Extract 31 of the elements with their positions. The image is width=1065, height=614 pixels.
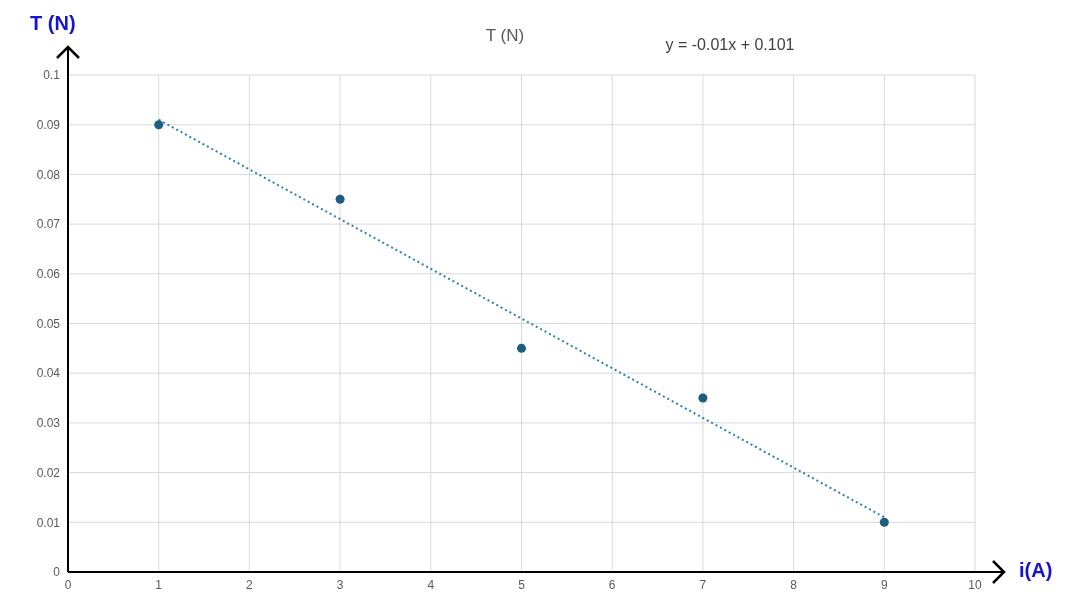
y-tick-label: 0.09	[36, 117, 61, 132]
chart-title: T (N)	[484, 26, 526, 46]
y-tick-label: 0.08	[36, 167, 61, 182]
x-tick-label: 0	[64, 577, 72, 592]
y-tick-label: 0.07	[36, 217, 61, 232]
x-tick-label: 7	[699, 577, 707, 592]
y-tick-label: 0.05	[36, 316, 61, 331]
y-axis-title: T (N)	[30, 12, 76, 35]
y-tick-label: 0.06	[36, 267, 61, 282]
point	[335, 194, 345, 204]
y-tick-label: 0.04	[36, 366, 61, 381]
point	[516, 343, 527, 353]
y-tick-label: 0.02	[36, 465, 61, 480]
y-tick-label: 0.01	[36, 515, 61, 530]
point	[879, 517, 889, 527]
point	[698, 393, 708, 403]
point	[154, 120, 164, 130]
y-tick-label: 0.03	[36, 416, 61, 431]
x-tick-label: 3	[336, 577, 344, 592]
x-tick-label: 10	[968, 577, 982, 592]
text: y = -0.01x + 0.101	[664, 36, 796, 54]
x-axis-title: i(A)	[1019, 559, 1053, 582]
x-tick-label: 8	[790, 577, 798, 592]
y-tick-label: 0	[53, 565, 61, 580]
x-tick-label: 9	[880, 577, 888, 592]
x-tick-label: 5	[518, 577, 526, 592]
x-tick-label: 4	[427, 577, 435, 592]
x-tick-label: 6	[608, 577, 616, 592]
x-tick-label: 2	[246, 577, 254, 592]
x-tick-label: 1	[155, 577, 163, 592]
y-tick-label: 0.1	[43, 68, 61, 83]
